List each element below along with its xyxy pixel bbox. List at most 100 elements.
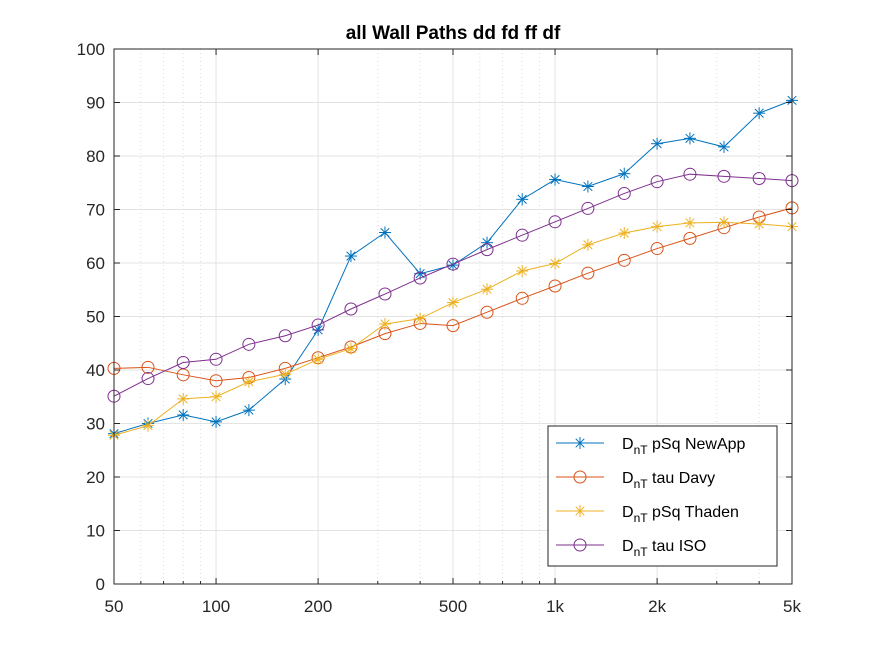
data-point (378, 317, 391, 330)
legend-marker (573, 470, 587, 484)
legend-item: DnT pSq NewApp (556, 436, 746, 457)
data-point (515, 291, 529, 305)
data-point (651, 220, 664, 233)
data-point (618, 167, 631, 180)
data-point (414, 312, 427, 325)
y-tick-label: 20 (86, 468, 105, 487)
data-point (717, 216, 730, 229)
y-tick-label: 30 (86, 415, 105, 434)
data-point (516, 265, 529, 278)
legend-item: DnT tau ISO (556, 538, 706, 559)
data-point (378, 226, 391, 239)
y-tick-label: 50 (86, 308, 105, 327)
legend-box (547, 425, 778, 567)
data-point (242, 337, 256, 351)
data-point (683, 216, 696, 229)
y-tick-label: 0 (96, 575, 105, 594)
data-point (548, 215, 562, 229)
data-point (717, 140, 730, 153)
legend[interactable]: DnT pSq NewApp DnT tau Davy DnT pSq Thaden… (547, 425, 778, 567)
data-point (210, 390, 223, 403)
y-tick-label: 60 (86, 254, 105, 273)
data-point (177, 408, 190, 421)
x-tick-label: 50 (105, 597, 124, 616)
data-point (413, 271, 427, 285)
data-point (446, 319, 460, 333)
legend-item: DnT tau Davy (556, 470, 715, 491)
data-point (581, 201, 595, 215)
data-point (209, 352, 223, 366)
data-point (141, 360, 155, 374)
data-point (447, 296, 459, 309)
data-point (279, 368, 292, 381)
data-point (311, 318, 325, 332)
y-tick-label: 80 (86, 147, 105, 166)
data-point (753, 217, 766, 230)
y-tick-label: 40 (86, 361, 105, 380)
data-point (683, 231, 697, 245)
axes: 0 10 20 30 40 50 60 70 80 90 100 50 100 200 500 1k 2k 5k (77, 40, 802, 616)
x-tick-label: 1k (546, 597, 564, 616)
data-point (209, 374, 223, 388)
data-point (581, 180, 594, 193)
series-line (113, 173, 793, 397)
series-line (113, 207, 793, 382)
y-tick-label: 90 (86, 94, 105, 113)
data-point (548, 279, 562, 293)
data-point (344, 302, 358, 316)
data-point (278, 329, 292, 343)
data-point (344, 342, 357, 355)
data-point (651, 137, 664, 150)
data-point (344, 250, 357, 263)
series-3 (108, 216, 798, 442)
data-point (549, 257, 562, 270)
data-point (516, 193, 529, 206)
data-point (141, 372, 155, 386)
data-point (581, 266, 595, 280)
x-tick-label: 100 (202, 597, 230, 616)
series-2 (107, 201, 799, 388)
data-point (378, 287, 392, 301)
data-point (481, 283, 494, 296)
data-point (717, 169, 731, 183)
legend-label: DnT tau Davy (622, 470, 715, 491)
data-point (242, 375, 255, 388)
legend-marker (574, 505, 586, 517)
data-point (481, 236, 494, 249)
legend-label: DnT pSq NewApp (622, 436, 746, 457)
series-1 (108, 94, 798, 440)
data-point (177, 392, 190, 405)
data-point (650, 242, 664, 256)
data-point (480, 243, 494, 257)
data-point (752, 171, 766, 185)
legend-item: DnT pSq Thaden (556, 504, 739, 525)
data-point (683, 167, 697, 181)
data-point (549, 173, 562, 186)
data-point (650, 175, 664, 189)
x-tick-label: 200 (304, 597, 332, 616)
data-point (242, 404, 255, 417)
x-tick-label: 5k (783, 597, 801, 616)
data-point (480, 305, 494, 319)
y-tick-label: 10 (86, 522, 105, 541)
data-point (312, 353, 325, 366)
data-point (176, 356, 190, 370)
data-point (617, 186, 631, 200)
data-point (753, 107, 766, 120)
legend-label: DnT tau ISO (622, 538, 706, 559)
y-tick-label: 100 (77, 40, 105, 59)
data-point (683, 132, 696, 145)
x-tick-label: 500 (439, 597, 467, 616)
data-point (618, 227, 631, 240)
y-tick-label: 70 (86, 201, 105, 220)
legend-marker (574, 437, 586, 449)
data-point (617, 253, 631, 267)
data-point (210, 415, 223, 428)
data-point (447, 259, 459, 272)
data-point (515, 228, 529, 242)
chart-title: all Wall Paths dd fd ff df (346, 23, 561, 44)
legend-marker (573, 538, 587, 552)
legend-label: DnT pSq Thaden (622, 504, 739, 525)
